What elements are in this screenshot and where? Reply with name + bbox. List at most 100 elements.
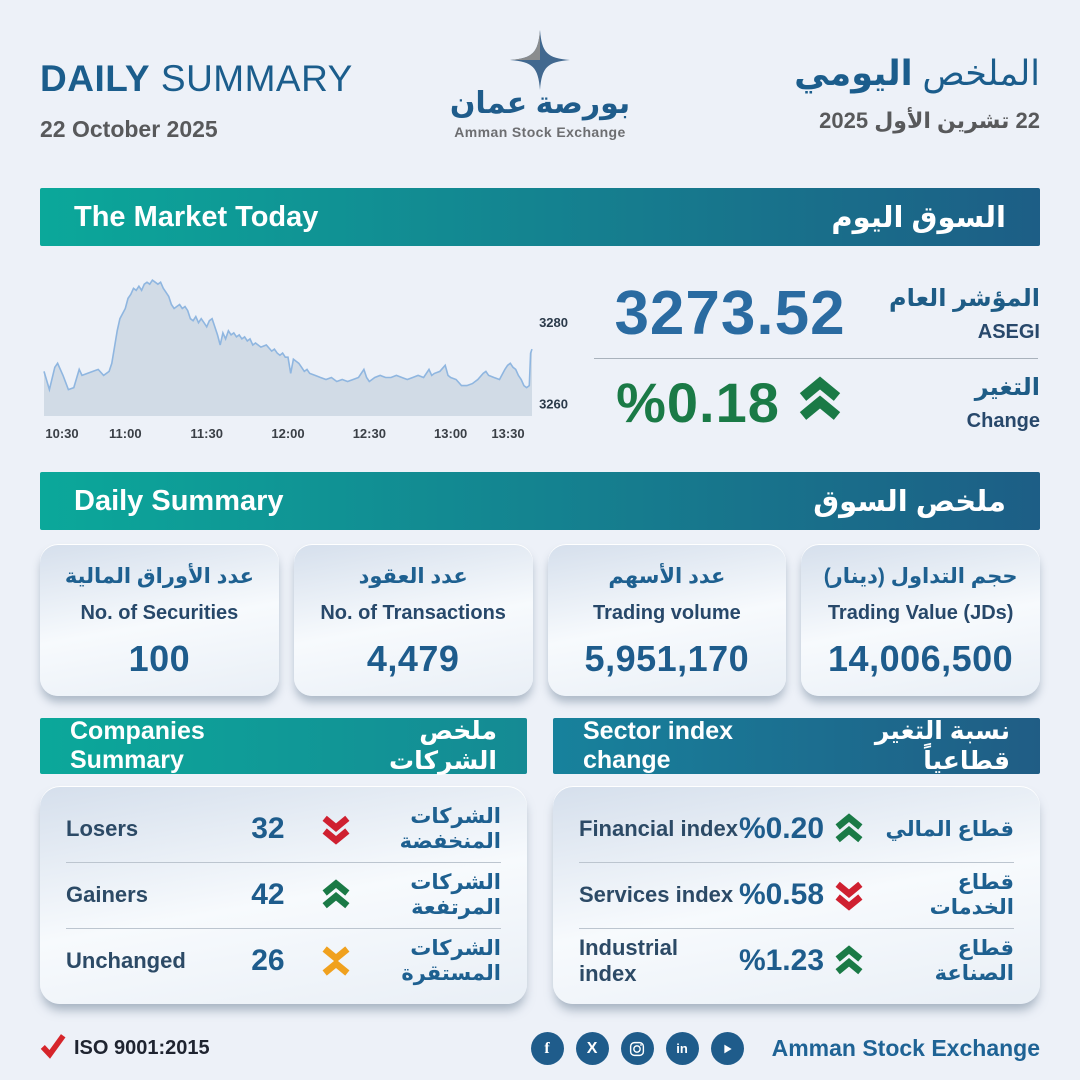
date-ar: 22 تشرين الأول 2025 xyxy=(819,108,1040,133)
card-securities: عدد الأوراق المالية No. of Securities 10… xyxy=(40,544,279,696)
row-value: 26 xyxy=(251,944,285,977)
index-labels: المؤشر العام ASEGI xyxy=(868,284,1040,344)
row-value: 32 xyxy=(251,812,285,845)
gainers-row: Gainers 42 الشركات المرتفعة xyxy=(66,861,501,928)
row-label-en: Services index xyxy=(579,882,734,907)
card-label-en: No. of Transactions xyxy=(320,602,506,624)
index-label-ar: المؤشر العام xyxy=(889,284,1040,312)
linkedin-icon[interactable]: in xyxy=(665,1032,699,1065)
row-value: %1.23 xyxy=(738,944,825,977)
daily-summary-banner: Daily Summary ملخص السوق xyxy=(40,472,1040,530)
daily-summary-banner-en: Daily Summary xyxy=(74,484,284,517)
up-arrow-icon xyxy=(823,813,875,845)
companies-banner-ar: ملخص الشركات xyxy=(389,717,497,775)
youtube-icon[interactable] xyxy=(710,1032,744,1065)
card-value: 4,479 xyxy=(366,638,460,679)
card-label-en: No. of Securities xyxy=(80,602,239,624)
card-label-ar: عدد الأسهم xyxy=(608,565,726,588)
row-label-en: Losers xyxy=(66,816,139,841)
row-value: 42 xyxy=(251,878,285,911)
up-arrow-icon xyxy=(823,945,875,977)
chart-line xyxy=(43,278,533,393)
index-summary: 3273.52 المؤشر العام ASEGI %0.18 xyxy=(592,271,1040,446)
market-today-banner-en: The Market Today xyxy=(74,200,319,233)
losers-row: Losers 32 الشركات المنخفضة xyxy=(66,797,501,862)
svg-text:3260: 3260 xyxy=(539,396,568,411)
unchanged-row: Unchanged 26 الشركات المستقرة xyxy=(66,927,501,994)
up-arrow-icon xyxy=(796,375,844,430)
card-label-ar: حجم التداول (دينار) xyxy=(823,565,1018,588)
sector-index-banner: Sector index change نسبة التغير قطاعياً xyxy=(553,717,1040,775)
social-links: f X in Amman Stock Exchange xyxy=(530,1032,1040,1065)
page-title-en-bold: DAILY xyxy=(40,58,151,99)
index-label-en: ASEGI xyxy=(977,320,1040,343)
svg-text:11:00: 11:00 xyxy=(109,426,142,441)
card-trading-volume: عدد الأسهم Trading volume 5,951,170 xyxy=(547,544,787,696)
date-en: 22 October 2025 xyxy=(40,116,218,142)
footer-brand: Amman Stock Exchange xyxy=(771,1035,1040,1061)
financial-index-row: Financial index %0.20 قطاع المالي xyxy=(579,797,1014,862)
row-value: %0.20 xyxy=(738,812,825,845)
svg-text:3280: 3280 xyxy=(539,315,568,330)
row-label-ar: الشركات المستقرة xyxy=(401,937,501,985)
row-label-en: Gainers xyxy=(66,882,148,907)
page-title-ar-prefix: الملخص xyxy=(912,54,1040,93)
companies-summary-banner: Companies Summary ملخص الشركات xyxy=(40,717,527,775)
industrial-index-row: Industrial index %1.23 قطاع الصناعة xyxy=(579,927,1014,994)
card-trading-value: حجم التداول (دينار) Trading Value (JDs) … xyxy=(801,544,1040,696)
index-value: 3273.52 xyxy=(614,279,846,348)
header: DAILY SUMMARY 22 October 2025 بورصة عمان… xyxy=(40,30,1040,172)
instagram-icon[interactable] xyxy=(620,1032,654,1065)
row-label-ar: قطاع الصناعة xyxy=(934,937,1014,985)
svg-text:13:30: 13:30 xyxy=(491,426,524,441)
page-title-en-rest: SUMMARY xyxy=(150,58,353,99)
page-title-ar: الملخص اليومي xyxy=(794,54,1040,94)
down-arrow-icon xyxy=(310,813,362,845)
row-label-ar: الشركات المنخفضة xyxy=(399,805,501,853)
row-label-en: Industrial index xyxy=(579,935,679,986)
chart-y-axis-labels: 3280 3260 xyxy=(539,315,568,411)
card-transactions: عدد العقود No. of Transactions 4,479 xyxy=(293,544,533,696)
svg-text:11:30: 11:30 xyxy=(190,426,223,441)
change-value-wrap: %0.18 xyxy=(592,370,868,435)
card-value: 100 xyxy=(128,638,191,679)
neutral-arrows-icon xyxy=(310,945,362,977)
card-value: 5,951,170 xyxy=(584,638,750,679)
intraday-chart: 10:30 11:00 11:30 12:00 12:30 13:00 13:30 3280… xyxy=(40,264,574,453)
change-row: %0.18 التغير Change xyxy=(592,360,1040,446)
logo-name-ar: بورصة عمان xyxy=(449,87,631,120)
facebook-icon[interactable]: f xyxy=(530,1032,564,1065)
red-check-icon xyxy=(40,1033,66,1065)
sector-index-panel: Financial index %0.20 قطاع المالي Servic… xyxy=(553,786,1040,1004)
card-label-en: Trading volume xyxy=(592,602,741,624)
daily-summary-banner-ar: ملخص السوق xyxy=(813,485,1006,518)
market-today-section: 10:30 11:00 11:30 12:00 12:30 13:00 13:30 3280… xyxy=(40,258,1040,458)
card-value: 14,006,500 xyxy=(828,638,1014,679)
up-arrow-icon xyxy=(310,879,362,911)
card-label-ar: عدد الأوراق المالية xyxy=(64,565,254,588)
header-right: الملخص اليومي 22 تشرين الأول 2025 xyxy=(794,40,1040,134)
row-label-en: Unchanged xyxy=(66,948,186,973)
change-labels: التغير Change xyxy=(868,373,1040,433)
down-arrow-icon xyxy=(823,879,875,911)
row-label-ar: الشركات المرتفعة xyxy=(410,871,501,919)
logo-name-en: Amman Stock Exchange xyxy=(454,124,626,140)
index-row: 3273.52 المؤشر العام ASEGI xyxy=(592,271,1040,357)
page-title-en: DAILY SUMMARY xyxy=(40,58,353,100)
ase-star-icon xyxy=(510,30,570,90)
index-divider xyxy=(594,357,1038,359)
change-value: %0.18 xyxy=(616,371,780,434)
chart-x-axis-labels: 10:30 11:00 11:30 12:00 12:30 13:00 13:30 xyxy=(45,426,524,441)
row-label-ar: قطاع الخدمات xyxy=(929,871,1014,919)
change-label-ar: التغير xyxy=(974,373,1040,401)
change-label-en: Change xyxy=(966,409,1040,432)
svg-text:13:00: 13:00 xyxy=(434,426,467,441)
iso-label: ISO 9001:2015 xyxy=(74,1037,210,1059)
x-twitter-icon[interactable]: X xyxy=(575,1032,609,1065)
header-left: DAILY SUMMARY 22 October 2025 xyxy=(40,40,353,143)
row-label-en: Financial index xyxy=(579,816,738,841)
sector-index-column: Sector index change نسبة التغير قطاعياً … xyxy=(553,717,1040,1004)
footer: ISO 9001:2015 f X in Amman Stock Exchang… xyxy=(40,1032,1040,1065)
companies-summary-column: Companies Summary ملخص الشركات Losers 32… xyxy=(40,717,527,1004)
